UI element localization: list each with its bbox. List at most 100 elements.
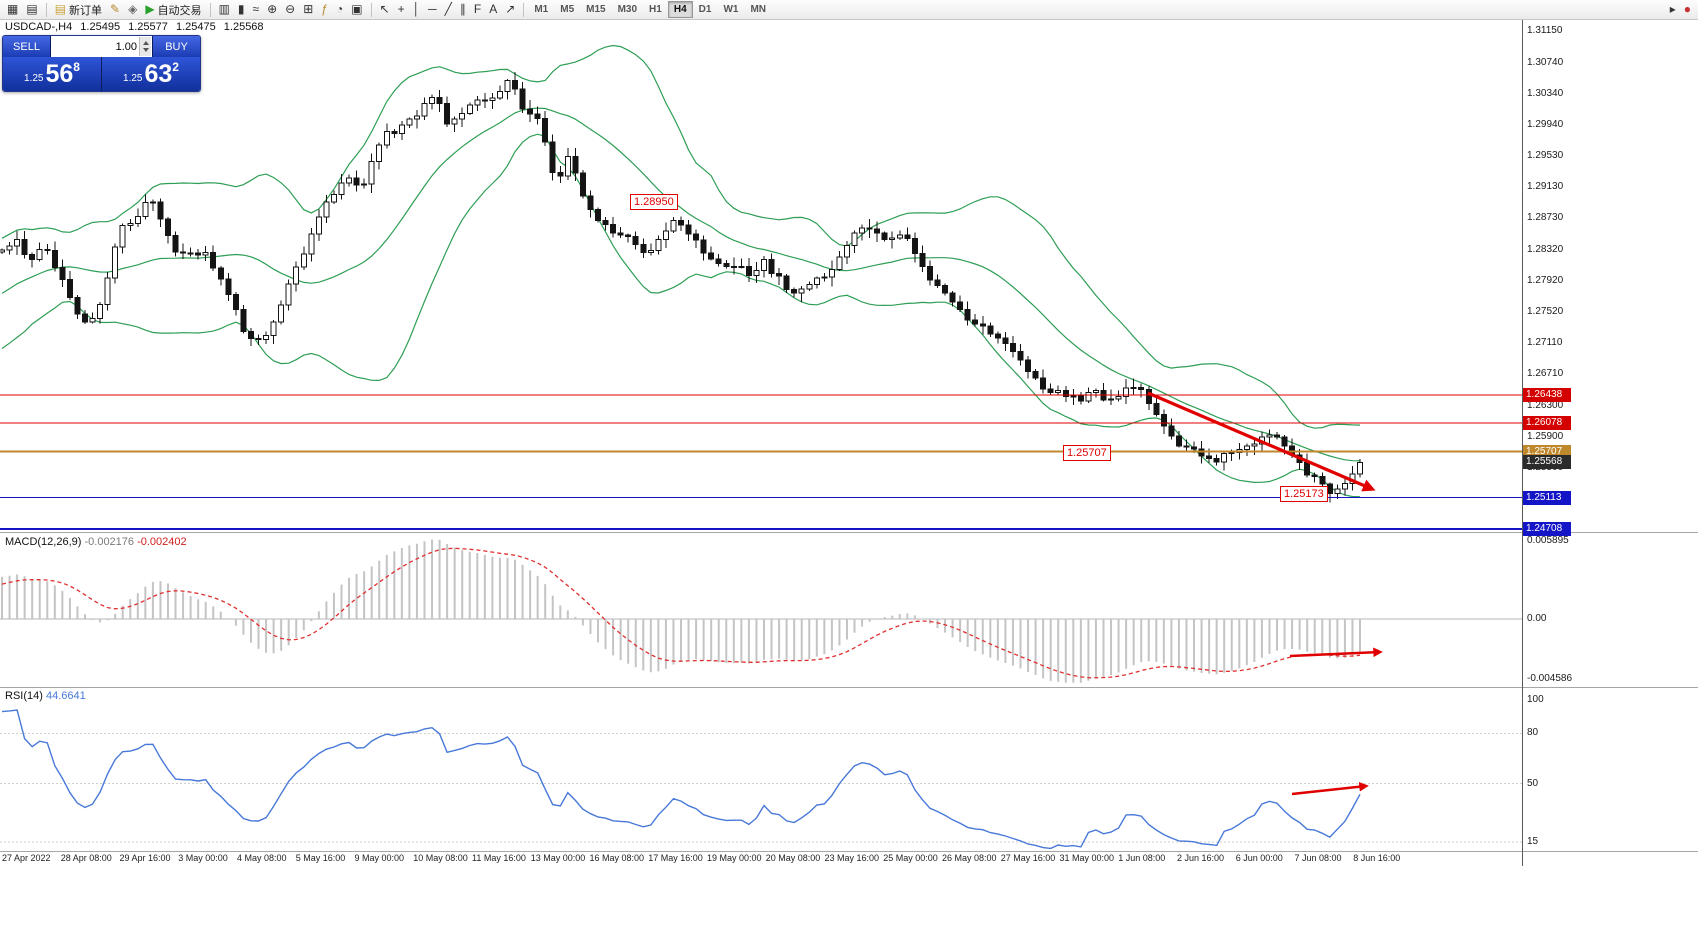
time-axis-label: 17 May 16:00 [648,853,703,863]
timeframe-w1[interactable]: W1 [723,4,739,15]
time-axis-label: 28 Apr 08:00 [60,853,112,863]
periods-icon: ◔ [335,2,344,16]
text-label-button[interactable]: A [485,0,501,19]
equidistant-channel-button[interactable]: ∥ [456,0,470,19]
sell-price-big: 56 [45,59,74,88]
bar-chart-icon: ▥ [218,2,230,16]
trendline-button[interactable]: ╱ [441,0,456,19]
price-scale[interactable] [1523,18,1698,866]
time-axis-label: 23 May 16:00 [824,853,880,863]
new-order-icon: ▤ [54,2,67,16]
timeframe-m5[interactable]: M5 [560,4,575,15]
time-axis-label: 20 May 08:00 [765,853,821,863]
new-order-button[interactable]: ▤ 新订单 [51,0,106,19]
crosshair-icon: + [397,2,405,16]
buy-price[interactable]: 1.25 63 2 [102,57,200,91]
templates-icon: ▣ [351,2,363,16]
auto-scroll-button[interactable]: ▸ [1666,0,1680,19]
time-axis-label: 29 Apr 16:00 [119,853,171,863]
horizontal-line-button[interactable]: ─ [424,0,441,19]
buy-price-pip: 2 [172,60,179,74]
crosshair-button[interactable]: + [394,0,409,19]
bar-chart-button[interactable]: ▥ [215,0,234,19]
indicators-button[interactable]: ƒ [317,0,332,19]
metaeditor-button[interactable]: ✎ [106,0,124,19]
volume-field[interactable]: 1.00 [51,36,152,57]
volume-spinner[interactable] [139,37,151,56]
tile-windows-button[interactable]: ⊞ [299,0,317,19]
time-axis-label: 9 May 00:00 [354,853,405,863]
new-chart-button[interactable]: ▦ [3,0,22,19]
timeframe-m30[interactable]: M30 [617,4,638,15]
options-icon: ◈ [128,2,138,16]
profiles-button[interactable]: ▤ [22,0,41,19]
timeframe-m15[interactable]: M15 [586,4,606,15]
autotrading-icon: ▶ [145,2,155,16]
line-chart-button[interactable]: ≈ [249,0,264,19]
time-axis-label: 5 May 16:00 [295,853,346,863]
time-axis-label: 6 Jun 00:00 [1235,853,1283,863]
volume-value: 1.00 [115,40,137,53]
equidistant-channel-icon: ∥ [459,2,466,16]
time-axis-label: 27 May 16:00 [1000,853,1056,863]
arrows-button[interactable]: ↗ [501,0,519,19]
metaeditor-icon: ✎ [110,2,121,16]
time-axis-label: 25 May 00:00 [883,853,938,863]
new-order-label: 新订单 [69,4,103,17]
cursor-button[interactable]: ↖ [376,0,394,19]
sell-price[interactable]: 1.25 56 8 [3,57,101,91]
tile-windows-icon: ⊞ [303,2,314,16]
sell-price-prefix: 1.25 [24,72,44,84]
time-axis-label: 8 Jun 16:00 [1353,853,1401,863]
zoom-out-button[interactable]: ⊖ [281,0,299,19]
time-axis-label: 7 Jun 08:00 [1294,853,1342,863]
main-toolbar: ▦ ▤ ▤ 新订单 ✎ ◈ ▶ 自动交易 ▥ ▮ ≈ ⊕ ⊖ ⊞ ƒ ◔ ▣ ↖ + │ ─ ╱ ∥ F A ↗ M1 M5 M15 M3… [0,0,1698,20]
timeframe-m1[interactable]: M1 [534,4,549,15]
timeframe-mn[interactable]: MN [750,4,766,15]
time-axis-label: 10 May 08:00 [413,853,468,863]
periods-button[interactable]: ◔ [332,0,347,19]
timeframe-h4[interactable]: H4 [667,1,693,18]
zoom-in-icon: ⊕ [267,2,278,16]
time-scale[interactable]: 27 Apr 2022 28 Apr 08:00 29 Apr 16:00 3 May… [0,852,1698,866]
fibonacci-button[interactable]: F [470,0,485,19]
trade-panel-divider [101,57,102,91]
toolbar-separator [370,2,372,17]
record-button[interactable]: ● [1680,0,1695,19]
zoom-out-icon: ⊖ [285,2,296,16]
new-chart-icon: ▦ [7,2,19,16]
time-axis-label: 13 May 00:00 [530,853,586,863]
sell-price-pip: 8 [73,60,80,74]
templates-button[interactable]: ▣ [347,0,366,19]
cursor-icon: ↖ [379,2,390,16]
timeframe-d1[interactable]: D1 [698,4,712,15]
trendline-icon: ╱ [444,2,452,16]
autotrading-button[interactable]: ▶ 自动交易 [141,0,205,19]
profiles-icon: ▤ [26,2,38,16]
timeframe-h1[interactable]: H1 [649,4,662,15]
buy-button[interactable]: BUY [153,36,200,57]
candlestick-chart-icon: ▮ [237,2,245,16]
toolbar-separator [523,2,525,17]
record-icon: ● [1683,2,1691,16]
vertical-line-button[interactable]: │ [409,0,425,19]
text-label-icon: A [489,2,498,16]
arrows-icon: ↗ [505,2,516,16]
vertical-line-icon: │ [412,2,421,16]
indicators-icon: ƒ [321,2,328,16]
time-axis-label: 31 May 00:00 [1059,853,1115,863]
time-axis-label: 11 May 16:00 [472,853,526,863]
time-axis-label: 3 May 00:00 [178,853,228,863]
sell-button[interactable]: SELL [3,36,50,57]
horizontal-line-icon: ─ [428,2,437,16]
time-axis-label: 2 Jun 16:00 [1177,853,1225,863]
buy-price-prefix: 1.25 [123,72,143,84]
zoom-in-button[interactable]: ⊕ [263,0,281,19]
candlestick-chart-button[interactable]: ▮ [234,0,249,19]
one-click-trading-panel: SELL 1.00 BUY 1.25 56 8 1.25 63 2 [2,35,201,92]
fibonacci-icon: F [473,2,482,16]
options-button[interactable]: ◈ [124,0,141,19]
toolbar-separator [45,2,47,17]
